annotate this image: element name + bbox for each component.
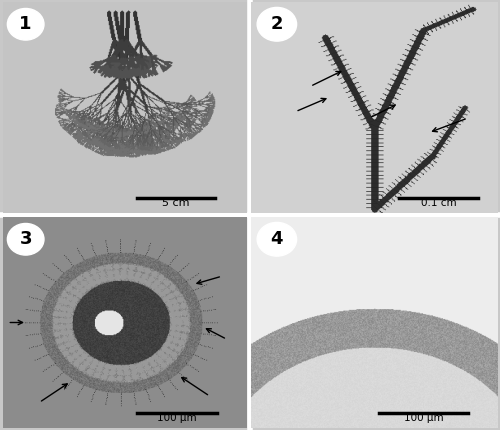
Text: 5 cm: 5 cm (162, 197, 190, 208)
Text: 100 μm: 100 μm (404, 412, 444, 423)
Text: 0.1 cm: 0.1 cm (420, 197, 456, 208)
Circle shape (257, 222, 296, 256)
Text: 100 μm: 100 μm (157, 412, 197, 423)
Text: 1: 1 (20, 15, 32, 33)
Text: 2: 2 (270, 15, 283, 33)
Text: 3: 3 (20, 230, 32, 248)
Text: 4: 4 (270, 230, 283, 248)
Circle shape (257, 7, 296, 41)
Circle shape (8, 224, 44, 255)
Circle shape (8, 9, 44, 40)
